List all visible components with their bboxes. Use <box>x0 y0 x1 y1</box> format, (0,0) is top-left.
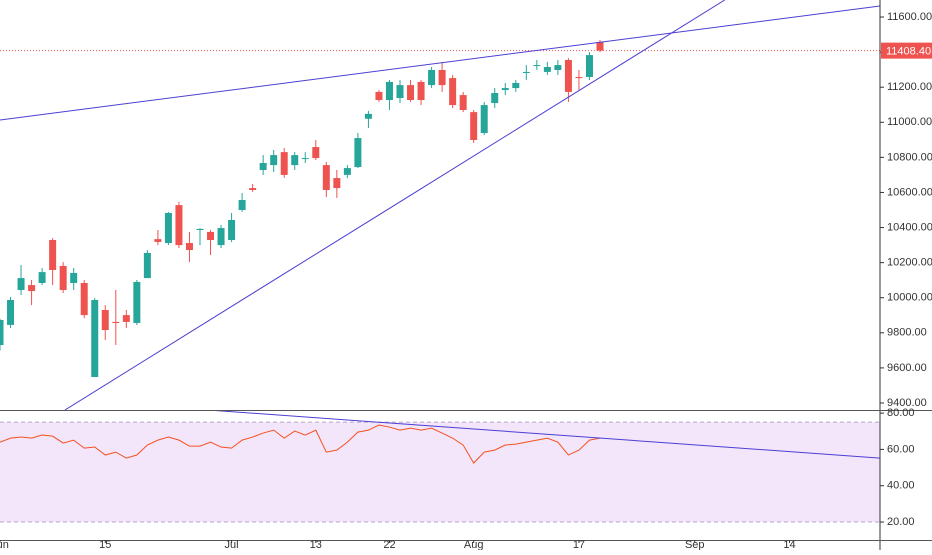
candle-body <box>112 321 120 323</box>
candle-body <box>133 281 141 323</box>
candle-body <box>385 81 393 100</box>
candle-body <box>438 70 446 86</box>
candle-body <box>217 228 225 246</box>
y-tick-label: 80.00 <box>887 407 915 419</box>
candle-body <box>301 158 309 160</box>
candle-body <box>554 65 562 70</box>
candle-body <box>585 55 593 78</box>
candle-body <box>38 272 46 283</box>
candle-body <box>196 228 204 230</box>
candle-body <box>17 278 25 290</box>
candle-body <box>543 67 551 72</box>
last-price-label: 11408.40 <box>886 46 931 58</box>
candle-body <box>249 188 257 190</box>
last-price-box <box>881 42 932 59</box>
candle-body <box>7 300 15 325</box>
candle-body <box>70 272 78 283</box>
y-tick-label: 10800.00 <box>887 151 932 163</box>
y-tick-label: 9400.00 <box>887 397 927 409</box>
x-tick-label: Aug <box>464 539 484 550</box>
candle-body <box>59 265 67 290</box>
trend-line <box>0 5 880 121</box>
candle-body <box>396 85 404 99</box>
candle-body <box>354 138 362 168</box>
rsi-band <box>0 422 880 523</box>
candle-body <box>280 152 288 175</box>
candle-body <box>533 65 541 67</box>
candle-body <box>364 113 372 119</box>
x-tick-label: 13 <box>310 539 322 550</box>
candle-body <box>154 239 162 242</box>
x-tick-label: 15 <box>99 539 111 550</box>
price-pane <box>0 0 880 410</box>
candle-body <box>101 310 109 330</box>
candle-body <box>343 168 351 175</box>
candle-body <box>480 105 488 133</box>
x-tick-label: 22 <box>383 539 395 550</box>
candle-body <box>491 92 499 103</box>
candle-body <box>228 220 236 240</box>
candle-body <box>470 112 478 140</box>
candle-body <box>564 60 572 92</box>
candle-body <box>49 240 57 270</box>
candle-body <box>417 81 425 100</box>
y-tick-label: 11600.00 <box>887 11 932 23</box>
y-tick-label: 11000.00 <box>887 116 932 128</box>
y-tick-label: 11200.00 <box>887 81 932 93</box>
y-tick-label: 10000.00 <box>887 292 932 304</box>
y-tick-label: 10400.00 <box>887 221 932 233</box>
candle-body <box>207 231 215 240</box>
candle-body <box>80 282 88 316</box>
candle-body <box>28 285 36 292</box>
y-tick-label: 10200.00 <box>887 257 932 269</box>
trend-line <box>64 0 726 410</box>
candle-body <box>596 41 604 51</box>
y-tick-label: 40.00 <box>887 480 915 492</box>
candle-body <box>0 320 4 346</box>
y-tick-label: 10600.00 <box>887 186 932 198</box>
candle-body <box>512 82 520 89</box>
candle-body <box>259 162 267 170</box>
candle-body <box>164 212 172 243</box>
candle-body <box>459 95 467 110</box>
candle-body <box>291 155 299 166</box>
candle-body <box>175 205 183 246</box>
candle-body <box>449 78 457 106</box>
candle-body <box>312 147 320 159</box>
x-tick-label: 17 <box>573 539 585 550</box>
candle-body <box>575 77 583 79</box>
candle-body <box>407 85 415 100</box>
y-tick-label: 9800.00 <box>887 327 927 339</box>
candle-body <box>238 200 246 210</box>
candle-body <box>428 70 436 86</box>
candle-body <box>91 300 99 378</box>
candle-body <box>333 178 341 189</box>
candle-body <box>143 252 151 279</box>
candle-body <box>522 71 530 73</box>
y-tick-label: 9600.00 <box>887 362 927 374</box>
y-tick-label: 60.00 <box>887 443 915 455</box>
candle-body <box>322 165 330 190</box>
x-tick-label: Jul <box>225 539 239 550</box>
candle-body <box>185 242 193 250</box>
x-tick-label: Sep <box>685 539 705 550</box>
trend-line <box>207 410 880 459</box>
rsi-pane <box>0 410 880 523</box>
y-tick-label: 20.00 <box>887 516 915 528</box>
candle-body <box>375 91 383 100</box>
candle-body <box>122 315 130 322</box>
candle-body <box>501 88 509 90</box>
x-tick-label: 14 <box>783 539 795 550</box>
candle-body <box>270 155 278 166</box>
x-tick-label: Jun <box>0 539 9 550</box>
rsi-line <box>0 424 601 464</box>
